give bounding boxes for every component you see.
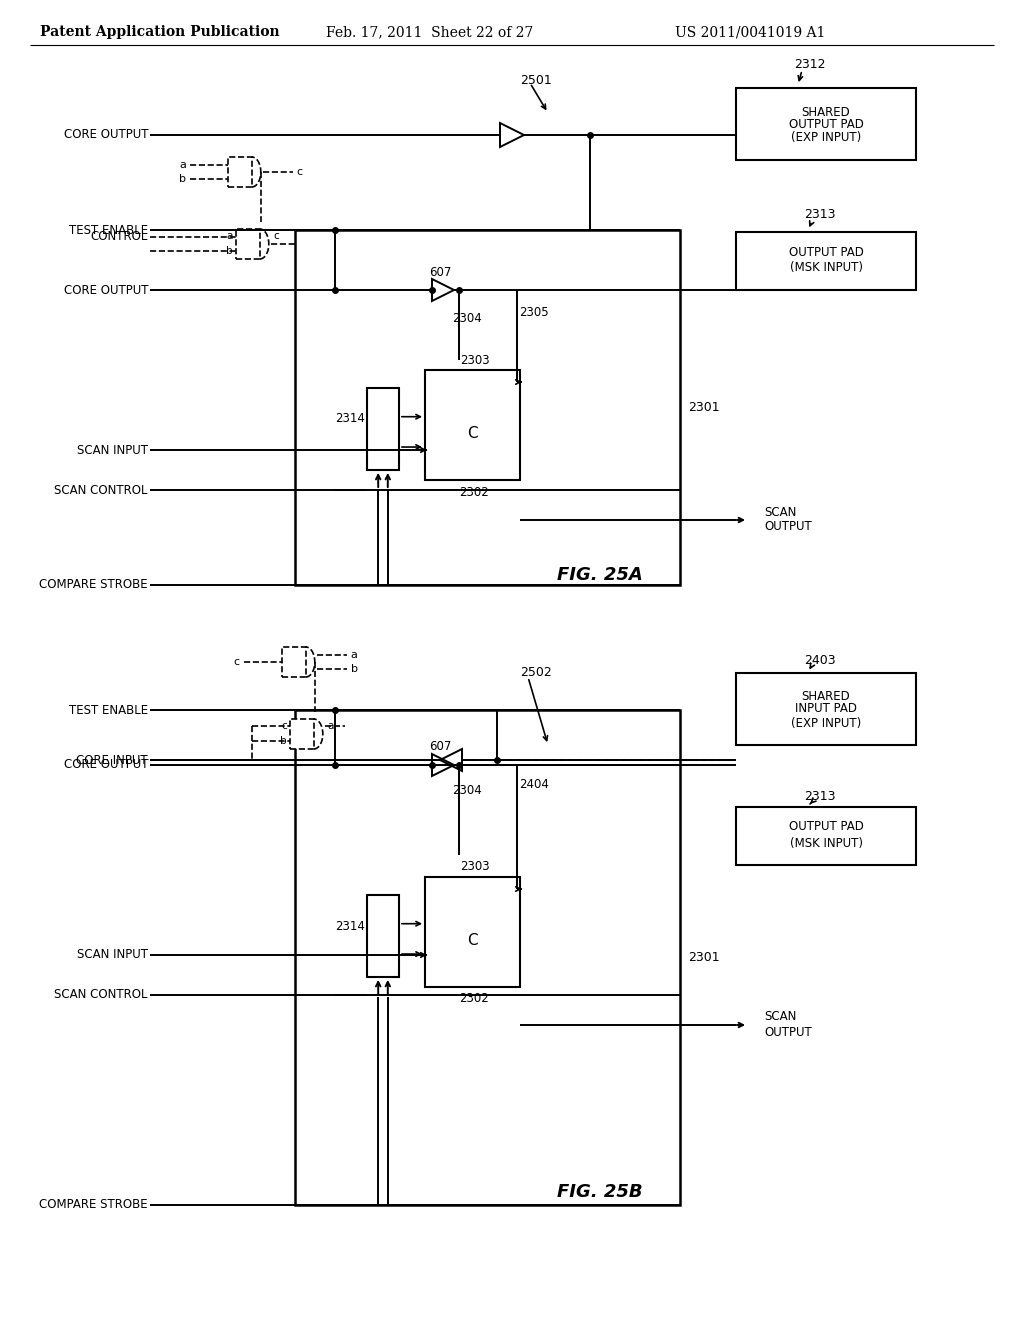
Text: TEST ENABLE: TEST ENABLE xyxy=(69,223,148,236)
Text: 2302: 2302 xyxy=(460,993,489,1006)
Text: 2403: 2403 xyxy=(804,653,836,667)
Bar xyxy=(295,710,680,1205)
Text: SHARED: SHARED xyxy=(802,106,850,119)
Text: (MSK INPUT): (MSK INPUT) xyxy=(790,837,862,850)
Text: b: b xyxy=(179,174,186,183)
Text: 2305: 2305 xyxy=(519,305,549,318)
Text: 607: 607 xyxy=(429,265,452,279)
Text: 2502: 2502 xyxy=(520,667,552,680)
Text: COMPARE STROBE: COMPARE STROBE xyxy=(39,578,148,591)
Bar xyxy=(295,230,680,585)
Text: 2314: 2314 xyxy=(335,920,365,932)
Text: b: b xyxy=(281,737,287,746)
Text: 2314: 2314 xyxy=(335,412,365,425)
Bar xyxy=(290,719,313,748)
Text: SCAN CONTROL: SCAN CONTROL xyxy=(54,989,148,1002)
Text: SCAN INPUT: SCAN INPUT xyxy=(77,444,148,457)
Text: COMPARE STROBE: COMPARE STROBE xyxy=(39,1199,148,1212)
Bar xyxy=(736,88,916,160)
Text: US 2011/0041019 A1: US 2011/0041019 A1 xyxy=(675,25,825,40)
Text: 2301: 2301 xyxy=(688,950,720,964)
Text: CORE OUTPUT: CORE OUTPUT xyxy=(63,284,148,297)
Text: 2312: 2312 xyxy=(795,58,825,71)
Text: SCAN CONTROL: SCAN CONTROL xyxy=(54,483,148,496)
Text: OUTPUT PAD: OUTPUT PAD xyxy=(788,821,863,833)
Bar xyxy=(367,895,399,977)
Text: b: b xyxy=(226,246,233,256)
Bar xyxy=(736,807,916,865)
Text: CONTROL: CONTROL xyxy=(91,231,148,243)
Bar xyxy=(282,647,306,677)
Bar xyxy=(736,673,916,744)
Text: a: a xyxy=(179,160,186,170)
Text: CORE OUTPUT: CORE OUTPUT xyxy=(63,759,148,771)
Text: c: c xyxy=(297,168,303,177)
Text: 2304: 2304 xyxy=(452,312,481,325)
Text: 2304: 2304 xyxy=(452,784,481,796)
Bar xyxy=(736,232,916,290)
Text: TEST ENABLE: TEST ENABLE xyxy=(69,704,148,717)
Text: 2313: 2313 xyxy=(804,791,836,804)
Text: SCAN: SCAN xyxy=(764,1011,797,1023)
Bar xyxy=(425,370,520,480)
Text: SHARED: SHARED xyxy=(802,690,850,704)
Text: OUTPUT PAD: OUTPUT PAD xyxy=(788,117,863,131)
Text: (EXP INPUT): (EXP INPUT) xyxy=(791,717,861,730)
Bar xyxy=(236,228,260,259)
Text: 2501: 2501 xyxy=(520,74,552,87)
Text: OUTPUT: OUTPUT xyxy=(764,1026,812,1039)
Text: 607: 607 xyxy=(429,741,452,754)
Text: OUTPUT PAD: OUTPUT PAD xyxy=(788,246,863,259)
Text: 2303: 2303 xyxy=(460,861,489,874)
Text: a: a xyxy=(328,721,334,731)
Bar xyxy=(367,388,399,470)
Text: c: c xyxy=(273,231,280,242)
Text: C: C xyxy=(467,933,478,948)
Text: 2302: 2302 xyxy=(460,486,489,499)
Text: C: C xyxy=(467,426,478,441)
Text: a: a xyxy=(351,649,357,660)
Text: Patent Application Publication: Patent Application Publication xyxy=(40,25,280,40)
Text: c: c xyxy=(282,721,287,731)
Text: SCAN: SCAN xyxy=(764,506,797,519)
Text: SCAN INPUT: SCAN INPUT xyxy=(77,949,148,961)
Text: CORE OUTPUT: CORE OUTPUT xyxy=(63,128,148,141)
Text: 2303: 2303 xyxy=(460,354,489,367)
Text: 2313: 2313 xyxy=(804,209,836,222)
Bar xyxy=(228,157,252,187)
Text: FIG. 25A: FIG. 25A xyxy=(557,566,643,583)
Text: CORE INPUT: CORE INPUT xyxy=(77,754,148,767)
Text: 2301: 2301 xyxy=(688,401,720,414)
Text: b: b xyxy=(351,664,357,675)
Text: INPUT PAD: INPUT PAD xyxy=(795,702,857,715)
Text: 2404: 2404 xyxy=(519,779,549,792)
Text: OUTPUT: OUTPUT xyxy=(764,520,812,533)
Bar xyxy=(425,876,520,987)
Text: (EXP INPUT): (EXP INPUT) xyxy=(791,132,861,144)
Text: a: a xyxy=(226,231,233,242)
Text: FIG. 25B: FIG. 25B xyxy=(557,1183,643,1201)
Text: c: c xyxy=(233,657,240,667)
Text: (MSK INPUT): (MSK INPUT) xyxy=(790,261,862,275)
Text: Feb. 17, 2011  Sheet 22 of 27: Feb. 17, 2011 Sheet 22 of 27 xyxy=(327,25,534,40)
